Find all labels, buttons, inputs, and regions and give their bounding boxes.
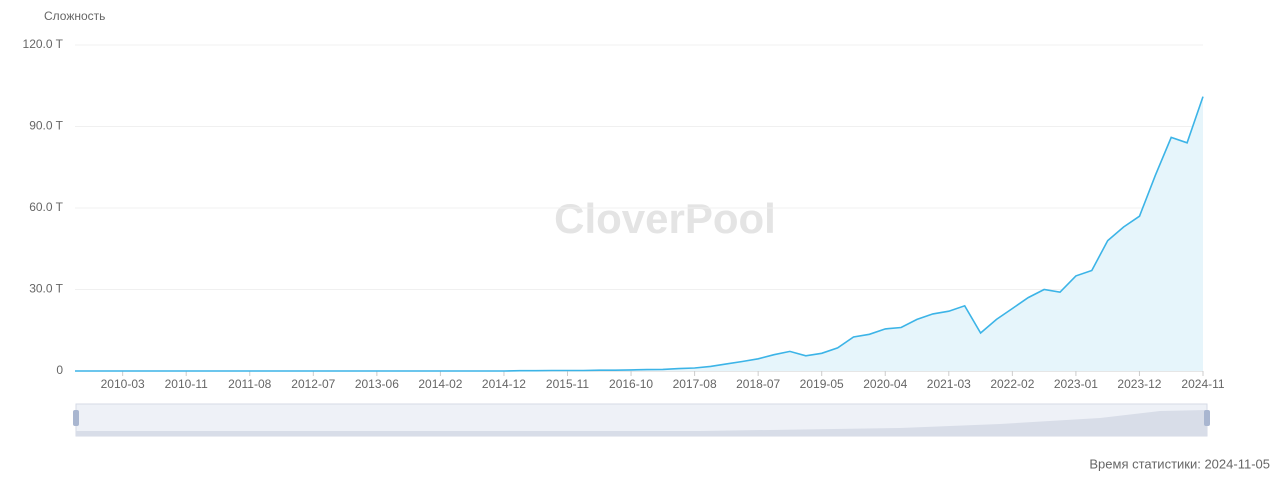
- x-tick-label: 2017-08: [673, 377, 717, 391]
- x-tick-label: 2010-11: [165, 377, 208, 391]
- x-tick-label: 2013-06: [355, 377, 399, 391]
- footer-note: Время статистики: 2024-11-05: [1089, 456, 1270, 471]
- x-tick-label: 2012-07: [291, 377, 335, 391]
- x-tick-label: 2014-12: [482, 377, 526, 391]
- watermark: CloverPool: [554, 195, 776, 242]
- area-fill: [75, 96, 1203, 371]
- x-tick-label: 2022-02: [990, 377, 1034, 391]
- x-tick-label: 2010-03: [101, 377, 145, 391]
- y-tick-label: 0: [56, 363, 63, 377]
- y-tick-label: 120.0 T: [23, 37, 64, 51]
- slider-handle[interactable]: [73, 410, 79, 426]
- x-tick-label: 2015-11: [546, 377, 589, 391]
- x-tick-label: 2011-08: [228, 377, 271, 391]
- y-axis-name: Сложность: [44, 9, 105, 23]
- x-tick-label: 2024-11: [1181, 377, 1224, 391]
- x-tick-label: 2023-01: [1054, 377, 1098, 391]
- x-tick-label: 2016-10: [609, 377, 653, 391]
- x-tick-label: 2018-07: [736, 377, 780, 391]
- slider-handle[interactable]: [1204, 410, 1210, 426]
- x-tick-label: 2023-12: [1117, 377, 1161, 391]
- y-tick-label: 30.0 T: [29, 282, 63, 296]
- x-tick-label: 2019-05: [800, 377, 844, 391]
- line: [75, 96, 1204, 372]
- x-tick-label: 2020-04: [863, 377, 907, 391]
- data-zoom-slider[interactable]: [73, 403, 1210, 437]
- y-tick-label: 90.0 T: [29, 119, 63, 133]
- y-tick-label: 60.0 T: [29, 200, 63, 214]
- x-tick-label: 2014-02: [418, 377, 462, 391]
- slider-preview: [76, 410, 1207, 436]
- x-tick-label: 2021-03: [927, 377, 971, 391]
